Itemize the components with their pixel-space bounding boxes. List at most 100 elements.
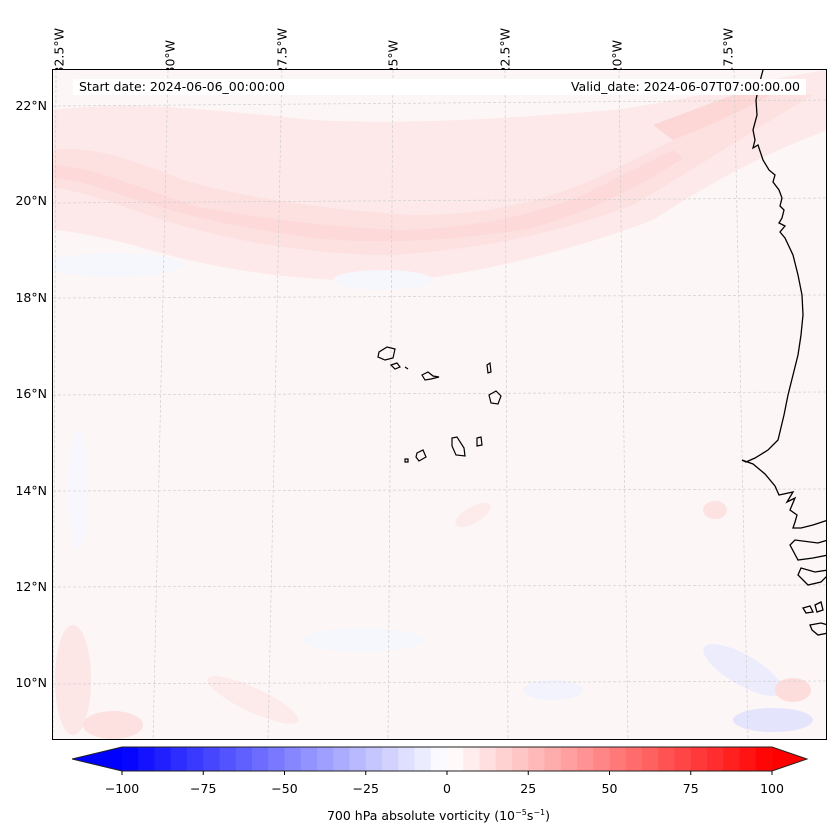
colorbar-segment <box>252 747 269 771</box>
lat-label: 14°N <box>15 483 47 498</box>
colorbar-segment <box>154 747 172 771</box>
colorbar-tick-label: −25 <box>352 781 379 796</box>
vorticity-contour-negative <box>68 430 88 550</box>
vorticity-contour-positive <box>207 676 299 724</box>
colorbar-extend-min <box>72 747 122 771</box>
vorticity-contour-negative <box>733 708 813 732</box>
colorbar-segment <box>219 747 237 771</box>
colorbar-segment <box>642 747 659 771</box>
colorbar-segment <box>414 747 432 771</box>
colorbar-tick-label: 0 <box>443 781 451 796</box>
gridlines <box>53 70 826 739</box>
vorticity-contour-negative <box>333 270 433 290</box>
colorbar-segment <box>187 747 204 771</box>
colorbar-segment <box>317 747 334 771</box>
island-sal <box>486 361 492 374</box>
colorbar-segment <box>430 747 448 771</box>
colorbar-segment <box>674 747 692 771</box>
colorbar-segment <box>333 747 350 771</box>
island-fogo <box>415 449 427 462</box>
island-santa-luzia <box>404 366 409 370</box>
island-sao-nicolau <box>421 371 440 381</box>
colorbar-segment <box>495 747 513 771</box>
vorticity-contour-positive <box>703 501 727 519</box>
colorbar-segment <box>512 747 529 771</box>
vorticity-contour-negative <box>53 253 183 277</box>
colorbar-segment <box>528 747 545 771</box>
vorticity-contour-negative <box>523 680 583 700</box>
colorbar-segment <box>447 747 464 771</box>
colorbar-segment <box>609 747 627 771</box>
colorbar-segment <box>382 747 399 771</box>
colorbar-tick-label: −75 <box>190 781 217 796</box>
cape-verde-islands <box>377 346 502 463</box>
colorbar-segment <box>593 747 610 771</box>
valid-date-label: Valid_date: 2024-06-07T07:00:00.00 <box>564 79 806 95</box>
colorbar-segment <box>398 747 415 771</box>
colorbar-segment <box>365 747 383 771</box>
vorticity-contour-positive <box>775 678 811 702</box>
colorbar-label-exponent: −5 <box>515 808 527 817</box>
colorbar-segment <box>235 747 253 771</box>
colorbar-label: 700 hPa absolute vorticity (10−5s−1) <box>0 808 837 823</box>
colorbar-label-end: ) <box>545 808 551 823</box>
colorbar-segment <box>723 747 740 771</box>
lat-label: 10°N <box>15 675 47 690</box>
colorbar-segment <box>138 747 155 771</box>
colorbar-segment <box>755 747 773 771</box>
vorticity-contour-negative <box>703 644 783 696</box>
colorbar-segment <box>544 747 562 771</box>
island-santo-antao <box>377 346 396 361</box>
colorbar-label-exponent: −1 <box>533 808 546 817</box>
colorbar-tick-label: −50 <box>271 781 298 796</box>
colorbar-segment <box>577 747 594 771</box>
colorbar-segment <box>300 747 318 771</box>
vorticity-contour-positive <box>455 502 491 528</box>
vorticity-contour-negative <box>303 628 423 652</box>
colorbar-tick-label: 25 <box>520 781 537 796</box>
lat-label: 18°N <box>15 290 47 305</box>
lon-label: 17.5°W <box>720 28 736 75</box>
colorbar-segment <box>560 747 578 771</box>
colorbar-segment <box>122 747 139 771</box>
lon-label: 27.5°W <box>274 28 290 75</box>
colorbar-tick-label: −100 <box>104 781 140 796</box>
colorbar-segment <box>690 747 708 771</box>
colorbar-tick-label: 75 <box>682 781 699 796</box>
lon-label: 22.5°W <box>497 28 513 75</box>
lat-label: 20°N <box>15 193 47 208</box>
vorticity-contour-positive-strong <box>53 150 683 242</box>
vorticity-map <box>53 70 826 739</box>
colorbar-segment <box>479 747 497 771</box>
lat-label: 16°N <box>15 386 47 401</box>
colorbar <box>72 746 809 775</box>
colorbar-segment <box>463 747 480 771</box>
colorbar-extend-max <box>772 747 807 771</box>
island-santiago <box>451 436 466 457</box>
map-panel[interactable]: Start date: 2024-06-06_00:00:00 Valid_da… <box>52 69 827 740</box>
vorticity-contour-positive-strong <box>653 80 788 140</box>
vorticity-contour-positive <box>83 711 143 739</box>
lon-label: 32.5°W <box>51 28 67 75</box>
vorticity-contour-positive <box>53 90 813 255</box>
colorbar-segment <box>268 747 285 771</box>
colorbar-segment <box>739 747 757 771</box>
island-boa-vista <box>488 390 502 405</box>
colorbar-segment <box>349 747 367 771</box>
island-brava <box>404 458 409 463</box>
colorbar-tick-label: 50 <box>601 781 618 796</box>
colorbar-segment <box>707 747 724 771</box>
colorbar-label-unit: s <box>526 808 534 823</box>
vorticity-contour-positive <box>55 625 91 735</box>
lat-label: 22°N <box>15 98 47 113</box>
colorbar-segment <box>170 747 188 771</box>
colorbar-segment <box>658 747 675 771</box>
lat-label: 12°N <box>15 579 47 594</box>
island-sao-vicente <box>389 362 401 370</box>
colorbar-segment <box>284 747 302 771</box>
colorbar-segment <box>625 747 643 771</box>
coastline-africa <box>741 70 826 636</box>
colorbar-tick-label: 100 <box>760 781 784 796</box>
colorbar-segment <box>203 747 220 771</box>
island-maio <box>476 436 483 447</box>
